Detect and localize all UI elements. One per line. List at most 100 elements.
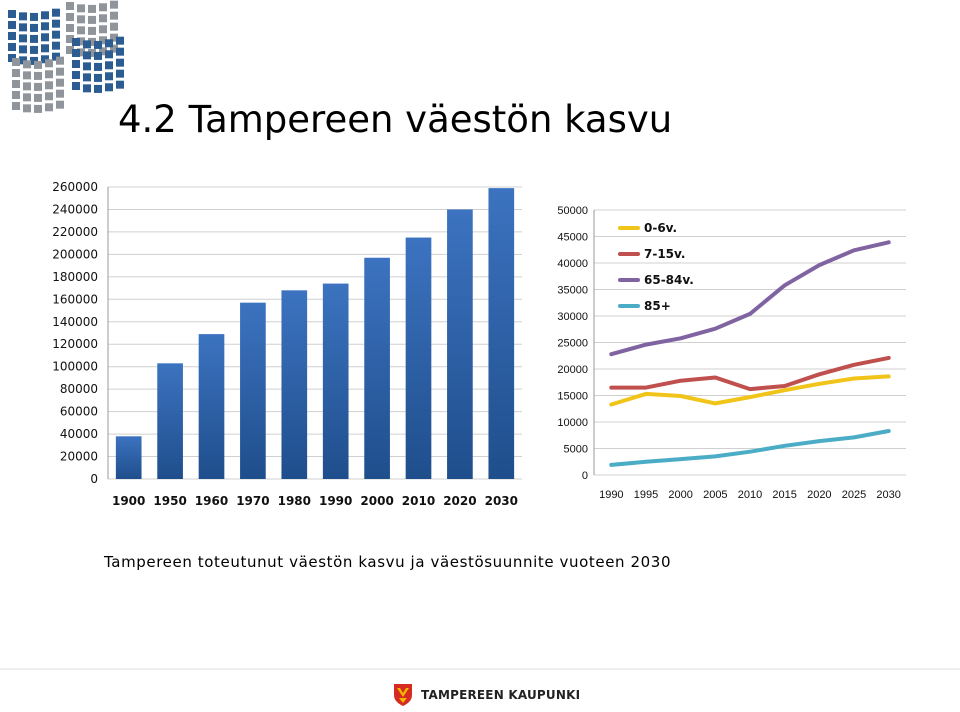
logo-tile (116, 47, 124, 56)
logo-tile (99, 14, 107, 23)
x-tick-label: 1990 (319, 494, 352, 508)
y-tick-label: 30000 (557, 311, 588, 323)
y-tick-label: 80000 (60, 382, 98, 396)
logo-tile (116, 69, 124, 78)
y-tick-label: 240000 (52, 202, 98, 216)
logo-tile (41, 11, 49, 20)
y-tick-label: 220000 (52, 225, 98, 239)
x-tick-label: 2010 (402, 494, 435, 508)
y-tick-label: 200000 (52, 247, 98, 261)
logo-tile (41, 33, 49, 42)
logo-tile (116, 36, 124, 45)
x-tick-label: 2005 (703, 489, 727, 501)
logo-tile (8, 21, 16, 29)
logo-tile (77, 4, 85, 13)
series-line (609, 355, 891, 392)
footer-brand-text: TAMPEREEN KAUPUNKI (421, 688, 581, 702)
y-tick-label: 160000 (52, 292, 98, 306)
logo-tile (30, 56, 38, 65)
logo-tile (83, 51, 91, 60)
bar (405, 237, 432, 479)
x-tick-label: 2000 (668, 489, 692, 501)
logo-tile (30, 34, 38, 43)
logo-tile (41, 55, 49, 64)
logo-tile (30, 45, 38, 54)
logo-tile (88, 26, 96, 35)
logo-tile (94, 73, 102, 82)
x-tick-label: 2000 (360, 494, 393, 508)
logo-tile (19, 45, 27, 54)
logo-tile (45, 92, 53, 101)
logo-tile (34, 104, 42, 113)
logo-tile (83, 40, 91, 49)
logo-tile (56, 56, 64, 65)
logo-tile (34, 93, 42, 102)
logo-tile (116, 58, 124, 67)
logo-tile (116, 80, 124, 89)
logo-tile (77, 37, 85, 46)
footer-divider (0, 668, 960, 670)
logo-tile (72, 38, 80, 46)
x-tick-label: 1970 (236, 494, 269, 508)
logo-tile (45, 70, 53, 79)
logo-tile (41, 22, 49, 31)
y-tick-label: 35000 (557, 285, 588, 297)
logo-tile (94, 51, 102, 60)
logo-tile (72, 60, 80, 68)
age-group-line-chart: 0 5000 10000 15000 20000 25000 30000 35000 40000… (557, 205, 906, 501)
logo-tile (105, 83, 113, 92)
logo-tile (23, 71, 31, 80)
logo-tile (105, 72, 113, 81)
logo-tile (19, 34, 27, 43)
y-tick-label: 0 (582, 470, 588, 482)
x-tick-label: 2020 (443, 494, 476, 508)
logo-tile (88, 4, 96, 13)
x-tick-label: 2030 (485, 494, 518, 508)
x-tick-label: 1990 (599, 489, 623, 501)
y-tick-label: 40000 (60, 427, 98, 441)
series-line (609, 374, 891, 407)
logo-tile (110, 44, 118, 53)
logo-tile (19, 56, 27, 65)
logo-tile (99, 3, 107, 12)
logo-tile (72, 82, 80, 90)
footer-brand: TAMPEREEN KAUPUNKI (393, 683, 580, 707)
logo-tile (72, 49, 80, 57)
bar (322, 283, 349, 479)
logo-tile (12, 102, 20, 110)
logo-tile (83, 84, 91, 93)
logo-tile (19, 23, 27, 32)
series-line (609, 240, 891, 357)
logo-tile (110, 11, 118, 20)
x-tick-label: 1900 (112, 494, 145, 508)
x-tick-label: 2025 (842, 489, 866, 501)
logo-panel (12, 56, 64, 113)
logo-panel (66, 0, 118, 57)
logo-tile (94, 84, 102, 93)
logo-tile (52, 8, 60, 17)
logo-tile (77, 26, 85, 35)
logo-tile (23, 82, 31, 91)
bar (198, 334, 225, 479)
logo-tile (105, 61, 113, 70)
population-bar-chart: 0 20000 40000 60000 80000 100000 120000 140000 1… (52, 180, 522, 508)
logo-tile (23, 93, 31, 102)
logo-tile (12, 80, 20, 88)
logo-tile (34, 60, 42, 69)
logo-tile (99, 47, 107, 56)
logo-tile (30, 23, 38, 32)
logo-tile (66, 24, 74, 32)
x-tick-label: 1960 (195, 494, 228, 508)
logo-tile (110, 33, 118, 42)
logo-tile (66, 46, 74, 54)
logo-tile (23, 60, 31, 69)
logo-tile (45, 103, 53, 112)
logo-tile (19, 12, 27, 21)
y-tick-label: 100000 (52, 360, 98, 374)
logo-tile (105, 39, 113, 48)
coat-of-arms-icon (394, 684, 412, 706)
series-line (609, 429, 891, 467)
y-tick-label: 0 (90, 472, 98, 486)
page-title: 4.2 Tampereen väestön kasvu (118, 98, 673, 141)
legend-label: 0-6v. (644, 221, 677, 235)
